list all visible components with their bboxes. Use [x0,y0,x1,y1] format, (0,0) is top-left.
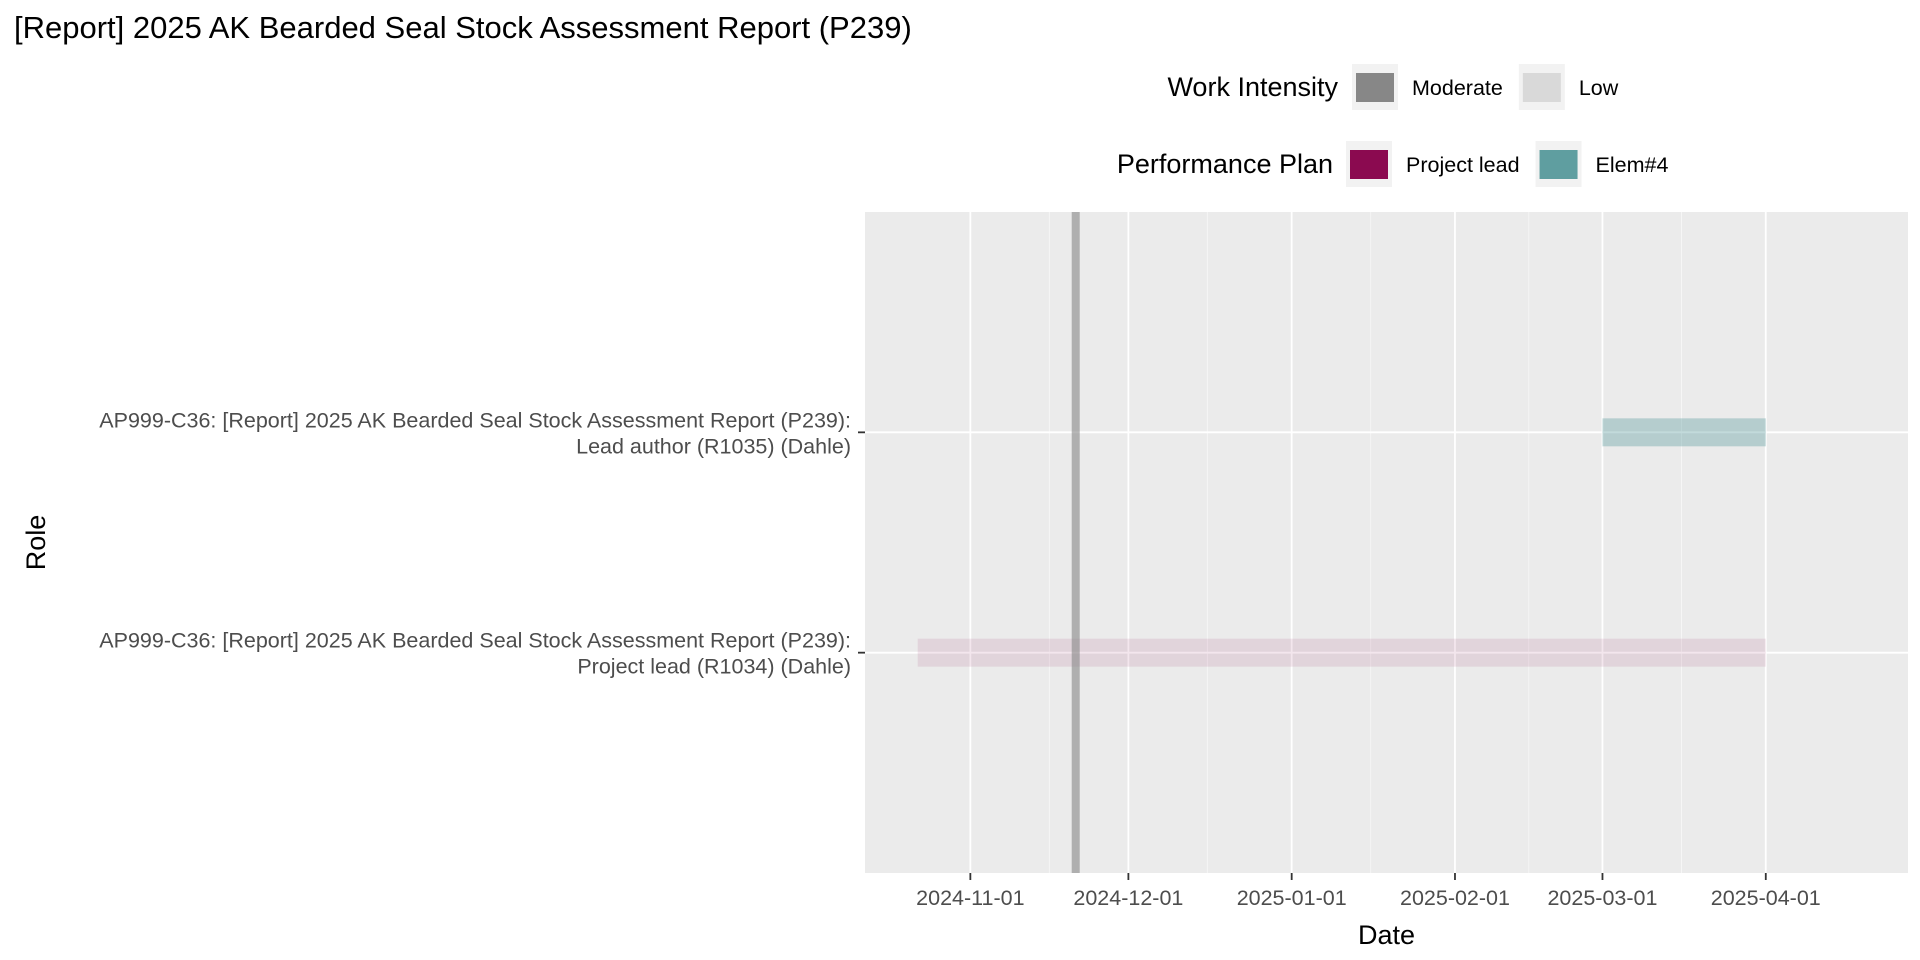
legend-label: Low [1579,76,1619,100]
plot-panel [865,212,1908,873]
legend-title: Performance Plan [1117,149,1333,179]
x-axis: 2024-11-01 2024-12-01 2025-01-01 2025-02-01… [916,873,1821,910]
grid-lines [865,212,1908,873]
legend-swatch [1539,150,1578,179]
y-tick-label-line1: AP999-C36: [Report] 2025 AK Bearded Seal… [99,629,851,653]
bar-segments [917,418,1766,667]
moderate-intensity-line [1071,212,1080,873]
y-tick-label-line2: Project lead (R1034) (Dahle) [577,655,851,679]
bar-segment-project-lead [917,638,1766,667]
moderate-vline [1071,212,1080,873]
legend-swatch [1356,73,1394,102]
x-tick-label: 2025-02-01 [1400,886,1510,910]
legend-swatch [1522,73,1561,102]
x-tick-label: 2024-11-01 [916,886,1024,910]
y-axis: AP999-C36: [Report] 2025 AK Bearded Seal… [99,408,865,679]
legend-title: Work Intensity [1167,72,1338,102]
x-tick-label: 2025-03-01 [1547,886,1657,910]
legend-work-intensity: Work Intensity Moderate Low [1167,64,1619,110]
y-axis-title: Role [21,515,51,571]
legend-area: Work Intensity Moderate Low Performance Pla… [1117,64,1669,187]
x-tick-label: 2025-04-01 [1711,886,1821,910]
x-axis-title: Date [1358,920,1415,950]
legend-swatch [1350,150,1388,179]
legend-label: Project lead [1406,153,1520,177]
legend-label: Elem#4 [1596,153,1669,177]
bar-segment-elem-4 [1602,418,1766,447]
legend-label: Moderate [1412,76,1503,100]
chart-title: [Report] 2025 AK Bearded Seal Stock Asse… [14,10,912,45]
x-tick-label: 2025-01-01 [1237,886,1347,910]
y-tick-label-line1: AP999-C36: [Report] 2025 AK Bearded Seal… [99,408,851,432]
y-tick-label-line2: Lead author (R1035) (Dahle) [576,434,851,458]
x-tick-label: 2024-12-01 [1073,886,1183,910]
legend-performance-plan: Performance Plan Project lead Elem#4 [1117,141,1669,187]
